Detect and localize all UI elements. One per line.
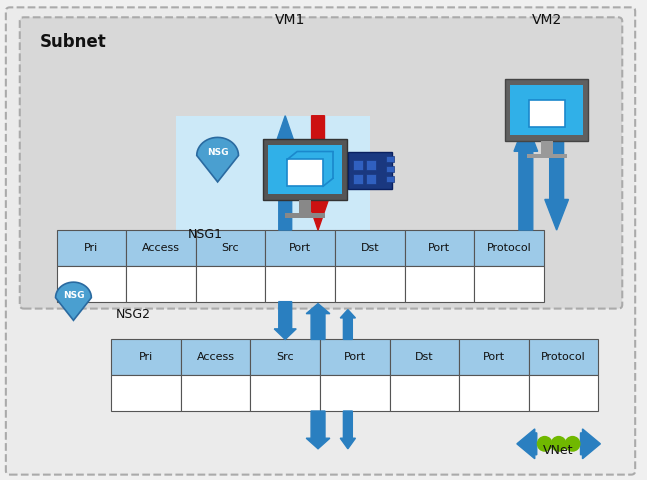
- Text: Pri: Pri: [139, 352, 153, 362]
- FancyArrow shape: [514, 120, 538, 230]
- FancyArrow shape: [545, 120, 569, 230]
- Text: Src: Src: [276, 352, 294, 362]
- Bar: [527, 154, 567, 158]
- Bar: [474, 266, 543, 301]
- Text: Subnet: Subnet: [39, 33, 106, 51]
- Bar: [181, 339, 250, 375]
- Text: Port: Port: [344, 352, 366, 362]
- Bar: [529, 100, 565, 127]
- FancyArrow shape: [274, 116, 296, 230]
- Text: Pri: Pri: [84, 243, 98, 253]
- Bar: [529, 375, 598, 411]
- Bar: [320, 339, 389, 375]
- Text: VM2: VM2: [532, 13, 562, 27]
- Circle shape: [551, 436, 567, 452]
- Bar: [353, 174, 363, 184]
- FancyArrow shape: [580, 429, 600, 459]
- Bar: [366, 160, 376, 170]
- Bar: [541, 141, 553, 155]
- Bar: [505, 79, 589, 141]
- Bar: [126, 230, 196, 266]
- FancyArrow shape: [340, 310, 355, 339]
- Bar: [181, 375, 250, 411]
- Bar: [510, 85, 584, 134]
- Bar: [285, 213, 325, 218]
- FancyBboxPatch shape: [20, 17, 622, 309]
- Bar: [265, 266, 335, 301]
- Bar: [404, 266, 474, 301]
- Text: NSG: NSG: [63, 291, 84, 300]
- Bar: [265, 230, 335, 266]
- FancyArrow shape: [274, 301, 296, 339]
- Bar: [176, 116, 369, 270]
- Bar: [386, 167, 393, 172]
- Bar: [474, 230, 543, 266]
- Text: Dst: Dst: [415, 352, 433, 362]
- Bar: [389, 339, 459, 375]
- Bar: [404, 230, 474, 266]
- FancyBboxPatch shape: [6, 7, 635, 475]
- Bar: [299, 200, 311, 214]
- Bar: [335, 230, 404, 266]
- Text: Access: Access: [197, 352, 235, 362]
- Bar: [320, 375, 389, 411]
- Text: NSG: NSG: [207, 148, 228, 157]
- Bar: [263, 139, 347, 200]
- Bar: [459, 339, 529, 375]
- Bar: [56, 230, 126, 266]
- Text: VM1: VM1: [275, 13, 305, 27]
- Bar: [196, 230, 265, 266]
- Bar: [250, 339, 320, 375]
- Bar: [126, 266, 196, 301]
- Text: Src: Src: [222, 243, 239, 253]
- Bar: [389, 375, 459, 411]
- Bar: [529, 339, 598, 375]
- Bar: [353, 160, 363, 170]
- Text: NSG2: NSG2: [116, 308, 151, 321]
- FancyArrow shape: [306, 304, 330, 339]
- Text: Protocol: Protocol: [542, 352, 586, 362]
- Circle shape: [537, 436, 553, 452]
- Bar: [366, 174, 376, 184]
- Text: NSG1: NSG1: [188, 228, 223, 241]
- Text: Access: Access: [142, 243, 180, 253]
- Text: Port: Port: [289, 243, 311, 253]
- FancyArrow shape: [307, 116, 329, 230]
- Bar: [250, 375, 320, 411]
- Circle shape: [565, 436, 580, 452]
- Bar: [111, 375, 181, 411]
- Bar: [335, 266, 404, 301]
- Bar: [386, 156, 393, 162]
- Bar: [111, 339, 181, 375]
- FancyArrow shape: [340, 411, 355, 449]
- FancyArrow shape: [517, 429, 537, 459]
- Bar: [56, 266, 126, 301]
- Bar: [269, 144, 342, 194]
- Bar: [386, 176, 393, 182]
- FancyArrow shape: [306, 411, 330, 449]
- Polygon shape: [197, 137, 239, 182]
- Text: VNet: VNet: [543, 444, 574, 457]
- Bar: [348, 152, 391, 189]
- Bar: [459, 375, 529, 411]
- Text: Protocol: Protocol: [487, 243, 531, 253]
- Bar: [196, 266, 265, 301]
- Polygon shape: [56, 282, 91, 320]
- Text: Dst: Dst: [360, 243, 379, 253]
- Text: Port: Port: [428, 243, 450, 253]
- Text: Port: Port: [483, 352, 505, 362]
- Bar: [287, 159, 323, 186]
